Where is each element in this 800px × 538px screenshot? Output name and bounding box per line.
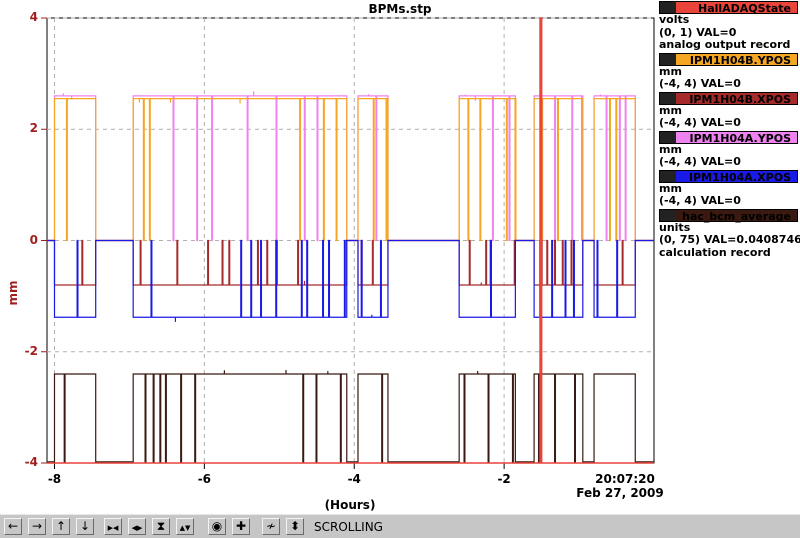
stop-icon: ◉: [211, 519, 223, 533]
legend-pv-name: IPM1H04A.YPOS: [689, 131, 791, 145]
legend-detail: calculation record: [659, 245, 771, 259]
legend-color-swatch: [660, 53, 676, 65]
legend-pv-button[interactable]: hac_bcm_average: [659, 208, 798, 223]
legend-color-swatch: [660, 170, 676, 182]
y-tick-label: 0: [29, 232, 38, 247]
legend-panel: HallADAQState volts (0, 1) VAL=0 analog out…: [659, 0, 800, 259]
scroll-left-button[interactable]: ←: [4, 518, 22, 535]
trace-IPM1H04A.XPOS: [47, 239, 654, 322]
current-date: Feb 27, 2009: [576, 486, 664, 500]
x-tick-label: -8: [47, 472, 62, 486]
zoom-out-horizontal-icon: ◀▶: [131, 524, 143, 532]
legend-pv-name: IPM1H04B.XPOS: [689, 92, 791, 106]
legend-color-swatch: [660, 2, 676, 13]
legend-detail: (-4, 4) VAL=0: [659, 155, 741, 168]
legend-pv-button[interactable]: IPM1H04A.YPOS: [659, 130, 798, 145]
legend-item: IPM1H04B.XPOS mm (-4, 4) VAL=0: [659, 91, 800, 130]
legend-item: hac_bcm_average units (0, 75) VAL=0.040874…: [659, 208, 800, 260]
legend-item: IPM1H04A.YPOS mm (-4, 4) VAL=0: [659, 130, 800, 169]
scale-toggle-button[interactable]: ⬍: [286, 518, 304, 535]
legend-pv-button[interactable]: IPM1H04A.XPOS: [659, 169, 798, 184]
legend-pv-name: hac_bcm_average: [682, 209, 791, 223]
trace-IPM1H04B.YPOS: [47, 98, 654, 242]
zoom-out-vertical-icon: ▲▼: [179, 524, 191, 532]
zoom-out-vertical-button[interactable]: ▲▼: [176, 518, 194, 535]
legend-detail: mm: [659, 103, 682, 117]
legend-detail: volts: [659, 13, 690, 26]
legend-detail: (-4, 4) VAL=0: [659, 194, 741, 207]
legend-pv-name: IPM1H04A.XPOS: [689, 170, 791, 184]
y-tick-label: 2: [29, 121, 38, 136]
scroll-down-button[interactable]: ↓: [76, 518, 94, 535]
legend-detail: mm: [659, 142, 682, 156]
legend-item: HallADAQState volts (0, 1) VAL=0 analog out…: [659, 1, 800, 52]
y-tick-label: 4: [29, 10, 38, 24]
trace-HallADAQState: [47, 17, 654, 464]
zoom-in-horizontal-icon: ▶◀: [107, 524, 119, 532]
scroll-up-button[interactable]: ↑: [52, 518, 70, 535]
legend-detail: (0, 1) VAL=0: [659, 25, 737, 39]
current-time: 20:07:20: [595, 472, 655, 486]
legend-pv-name: IPM1H04B.YPOS: [689, 53, 791, 67]
y-tick-label: -2: [24, 343, 38, 358]
legend-detail: (-4, 4) VAL=0: [659, 77, 741, 90]
add-button[interactable]: ✚: [232, 518, 250, 535]
zoom-in-horizontal-button[interactable]: ▶◀: [104, 518, 122, 535]
y-tick-label: -4: [24, 455, 38, 469]
scroll-status: SCROLLING: [314, 520, 383, 534]
legend-detail: analog output record: [659, 38, 791, 51]
y-axis-label: mm: [6, 280, 20, 306]
zoom-in-vertical-button[interactable]: ⧗: [152, 518, 170, 535]
legend-item: IPM1H04B.YPOS mm (-4, 4) VAL=0: [659, 52, 800, 91]
legend-detail: (0, 75) VAL=0.0408746: [659, 233, 800, 246]
scroll-down-icon: ↓: [79, 519, 91, 533]
zoom-in-vertical-icon: ⧗: [156, 519, 166, 533]
scroll-right-icon: →: [31, 519, 43, 533]
legend-pv-button[interactable]: IPM1H04B.YPOS: [659, 52, 798, 67]
legend-detail: mm: [659, 181, 682, 195]
auto-scale-button[interactable]: ≁: [262, 518, 280, 535]
legend-color-swatch: [660, 92, 676, 104]
legend-item: IPM1H04A.XPOS mm (-4, 4) VAL=0: [659, 169, 800, 208]
auto-scale-icon: ≁: [265, 519, 277, 533]
toolbar: ← → ↑ ↓ ▶◀ ◀▶ ⧗ ▲▼ ◉ ✚ ≁ ⬍ SCROLLING: [0, 514, 800, 538]
x-axis-label: (Hours): [324, 498, 376, 512]
legend-pv-button[interactable]: HallADAQState: [659, 1, 798, 15]
strip-chart-plot[interactable]: [0, 0, 659, 514]
scroll-left-icon: ←: [7, 519, 19, 533]
legend-detail: (-4, 4) VAL=0: [659, 116, 741, 129]
add-icon: ✚: [235, 519, 247, 533]
legend-pv-button[interactable]: IPM1H04B.XPOS: [659, 91, 798, 106]
legend-color-swatch: [660, 131, 676, 143]
stop-button[interactable]: ◉: [208, 518, 226, 535]
zoom-out-horizontal-button[interactable]: ◀▶: [128, 518, 146, 535]
legend-pv-name: HallADAQState: [697, 2, 791, 15]
legend-detail: units: [659, 220, 691, 234]
x-tick-label: -6: [197, 472, 212, 486]
plot-title: BPMs.stp: [368, 2, 432, 16]
legend-color-swatch: [660, 209, 676, 221]
scroll-up-icon: ↑: [55, 519, 67, 533]
trace-hac_bcm_average: [47, 369, 654, 463]
scroll-right-button[interactable]: →: [28, 518, 46, 535]
x-tick-label: -2: [497, 472, 511, 486]
legend-detail: mm: [659, 64, 682, 78]
x-tick-label: -4: [347, 472, 361, 486]
scale-toggle-icon: ⬍: [289, 519, 301, 533]
